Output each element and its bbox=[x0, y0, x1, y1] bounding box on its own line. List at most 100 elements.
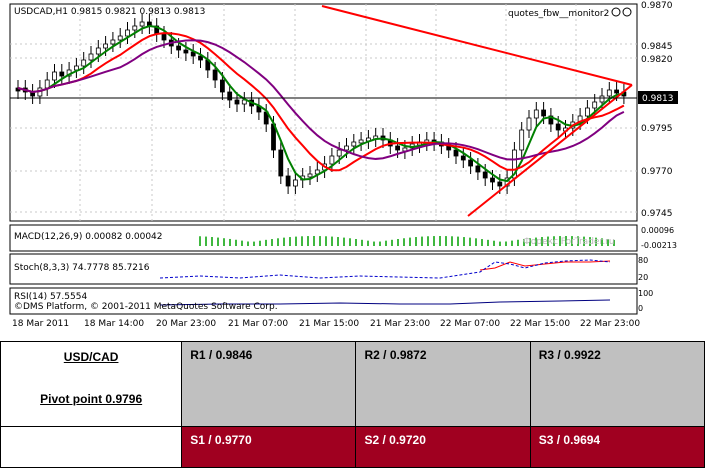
candle-body bbox=[88, 53, 94, 61]
support-trendline bbox=[467, 84, 633, 217]
watermark: Форекс ForTrader.ru bbox=[523, 237, 615, 247]
r2-cell: R2 / 0.9872 bbox=[355, 340, 531, 428]
candle-body bbox=[497, 181, 503, 187]
moving-averages bbox=[17, 24, 625, 183]
candle-body bbox=[132, 25, 138, 31]
rsi-line bbox=[159, 299, 611, 306]
candle-body bbox=[139, 21, 145, 27]
candle-body bbox=[44, 79, 50, 89]
rsi-label: RSI(14) 57.5554 bbox=[14, 292, 87, 302]
ma-line bbox=[17, 39, 625, 161]
price-chart[interactable]: USDCAD,H1 0.9815 0.9821 0.9813 0.9813 qu… bbox=[0, 0, 678, 336]
candle-body bbox=[219, 79, 225, 93]
candle-body bbox=[446, 145, 452, 151]
time-axis: 18 Mar 2011 18 Mar 14:00 20 Mar 23:00 21… bbox=[12, 319, 640, 329]
candle-body bbox=[336, 149, 342, 157]
candle-body bbox=[490, 177, 495, 183]
ma-line bbox=[17, 32, 625, 172]
price-tick: 0.9795 bbox=[641, 124, 673, 134]
candle-body bbox=[592, 101, 598, 109]
support-row: S1 / 0.9770 S2 / 0.9720 S3 / 0.9694 bbox=[0, 426, 705, 468]
candle-body bbox=[395, 145, 401, 151]
time-label: 22 Mar 23:00 bbox=[580, 319, 640, 329]
candle-body bbox=[307, 173, 313, 178]
pivot-point: Pivot point 0.9796 bbox=[40, 392, 143, 406]
current-price-label: 0.9813 bbox=[642, 94, 674, 104]
r2-label: R2 / 0.9872 bbox=[364, 348, 427, 362]
candle-body bbox=[519, 129, 525, 151]
candle-body bbox=[585, 107, 590, 117]
stoch-pane bbox=[9, 253, 638, 285]
candle-body bbox=[329, 155, 335, 165]
indicator-icon-2 bbox=[622, 7, 632, 17]
r1-cell: R1 / 0.9846 bbox=[181, 340, 357, 428]
stoch-signal-line bbox=[479, 260, 611, 271]
candle-body bbox=[212, 69, 218, 81]
s3-cell: S3 / 0.9694 bbox=[529, 426, 705, 468]
candle-body bbox=[183, 49, 189, 54]
rsi-tick: 100 bbox=[638, 289, 653, 298]
time-label: 21 Mar 15:00 bbox=[299, 319, 359, 329]
candle-body bbox=[59, 71, 65, 77]
candle-body bbox=[52, 71, 57, 81]
rsi-tick: 0 bbox=[638, 304, 643, 313]
pair-cell: USD/CAD Pivot point 0.9796 bbox=[0, 340, 183, 428]
candle-body bbox=[606, 89, 612, 97]
time-label: 18 Mar 14:00 bbox=[84, 319, 144, 329]
r3-label: R3 / 0.9922 bbox=[538, 348, 601, 362]
macd-label: MACD(12,26,9) 0.00082 0.00042 bbox=[14, 232, 163, 242]
symbol-title: USDCAD,H1 0.9815 0.9821 0.9813 0.9813 bbox=[14, 7, 205, 17]
s2-label: S2 / 0.9720 bbox=[364, 433, 426, 448]
macd-tick: 0.00096 bbox=[641, 226, 674, 235]
candle-body bbox=[482, 171, 488, 179]
s3-label: S3 / 0.9694 bbox=[538, 433, 601, 448]
stoch-main-line bbox=[159, 259, 611, 279]
candle-body bbox=[125, 29, 130, 37]
candle-body bbox=[475, 165, 481, 173]
price-tick: 0.9845 bbox=[641, 42, 673, 52]
time-label: 20 Mar 23:00 bbox=[156, 319, 216, 329]
current-price-badge bbox=[638, 91, 678, 104]
candle-body bbox=[599, 95, 605, 103]
stoch-label: Stoch(8,3,3) 74.7778 85.7216 bbox=[14, 263, 150, 273]
resistance-row: USD/CAD Pivot point 0.9796 R1 / 0.9846 R… bbox=[0, 340, 705, 428]
candle-body bbox=[234, 99, 240, 105]
r1-label: R1 / 0.9846 bbox=[190, 348, 253, 362]
candle-body bbox=[81, 59, 87, 67]
chart-canvas[interactable]: USDCAD,H1 0.9815 0.9821 0.9813 0.9813 qu… bbox=[0, 0, 678, 336]
stoch-tick: 80 bbox=[638, 256, 648, 265]
price-axis: 0.9870 0.9845 0.9820 0.9795 0.9770 0.974… bbox=[638, 1, 678, 219]
stoch-tick: 20 bbox=[638, 273, 648, 282]
price-tick: 0.9745 bbox=[641, 209, 673, 219]
macd-pane bbox=[9, 224, 638, 252]
indicator-icon-1 bbox=[611, 7, 621, 17]
candle-body bbox=[460, 155, 466, 161]
candle-body bbox=[110, 39, 116, 45]
candle-body bbox=[161, 33, 167, 41]
platform-label: ©DMS Platform, © 2001-2011 MetaQuotes So… bbox=[14, 302, 278, 312]
candle-body bbox=[468, 159, 474, 167]
price-tick: 0.9870 bbox=[641, 1, 673, 11]
time-label: 18 Mar 2011 bbox=[12, 319, 69, 329]
candle-body bbox=[344, 145, 349, 151]
s1-cell: S1 / 0.9770 bbox=[181, 426, 357, 468]
s2-cell: S2 / 0.9720 bbox=[355, 426, 531, 468]
r3-cell: R3 / 0.9922 bbox=[529, 340, 705, 428]
candle-body bbox=[198, 55, 203, 61]
candle-body bbox=[614, 89, 619, 94]
candle-body bbox=[555, 123, 561, 131]
candle-body bbox=[351, 141, 357, 147]
candle-body bbox=[533, 109, 539, 119]
candle-body bbox=[103, 43, 108, 49]
candle-body bbox=[95, 47, 101, 55]
pair-name: USD/CAD bbox=[63, 350, 119, 364]
time-label: 21 Mar 07:00 bbox=[228, 319, 288, 329]
candle-body bbox=[278, 149, 284, 177]
candle-body bbox=[292, 179, 298, 187]
time-label: 21 Mar 23:00 bbox=[370, 319, 430, 329]
candle-body bbox=[117, 35, 123, 41]
candle-body bbox=[227, 91, 233, 101]
pivot-table: USD/CAD Pivot point 0.9796 R1 / 0.9846 R… bbox=[0, 340, 705, 468]
candle-body bbox=[541, 109, 546, 117]
time-label: 22 Mar 15:00 bbox=[510, 319, 570, 329]
